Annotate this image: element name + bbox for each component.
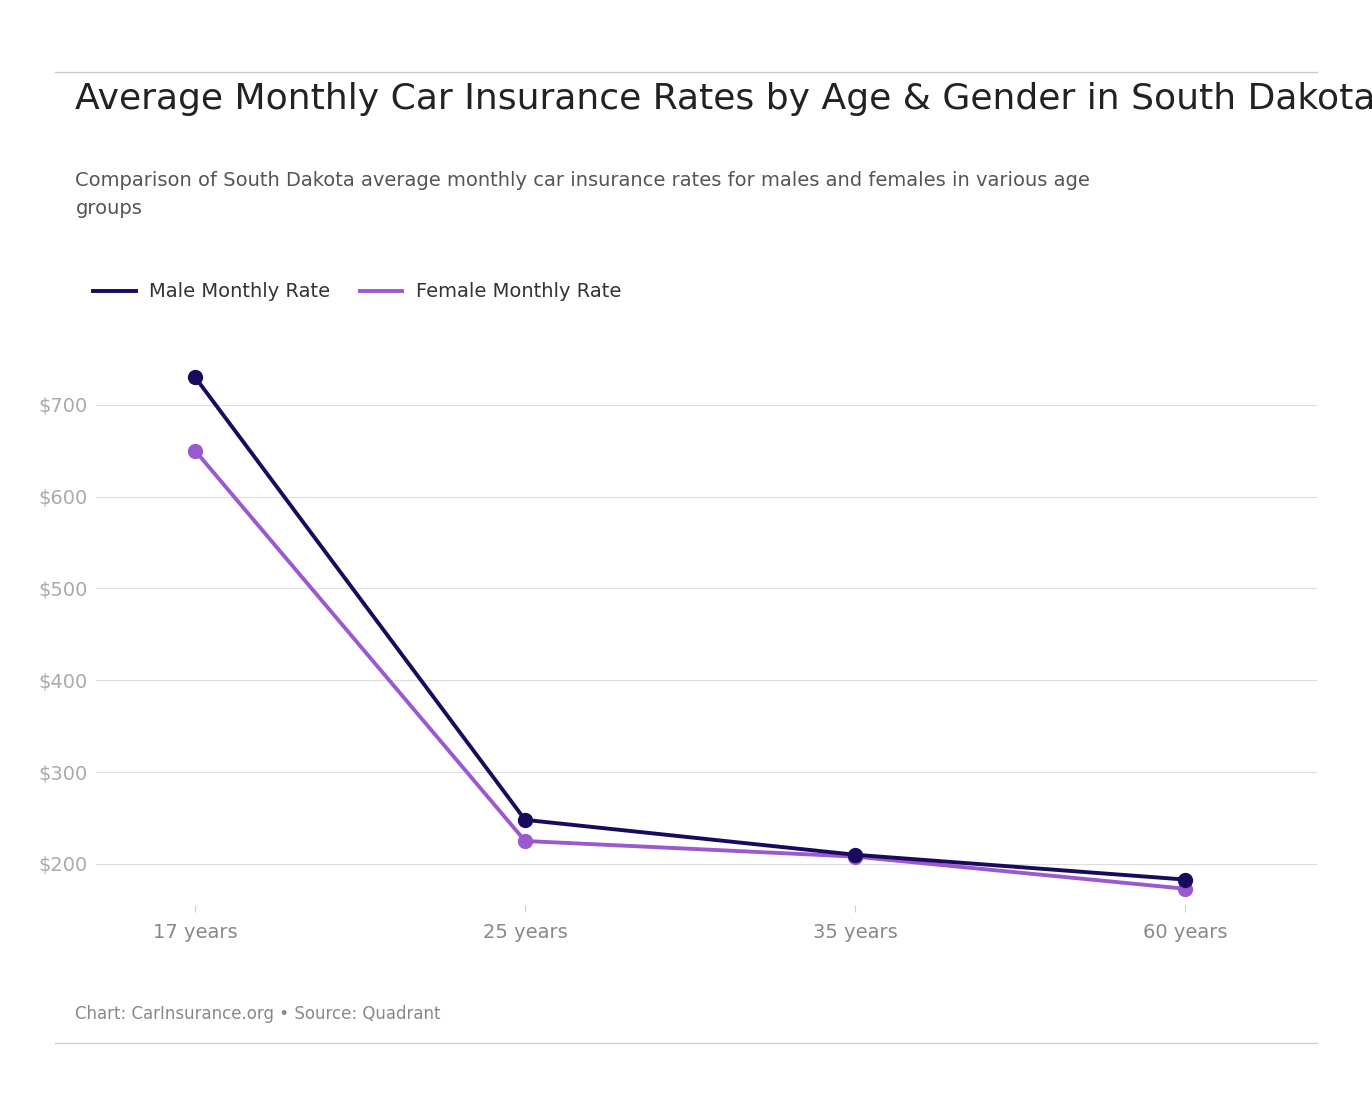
Text: Chart: CarInsurance.org • Source: Quadrant: Chart: CarInsurance.org • Source: Quadra… xyxy=(75,1005,440,1022)
Legend: Male Monthly Rate, Female Monthly Rate: Male Monthly Rate, Female Monthly Rate xyxy=(85,275,630,309)
Text: Average Monthly Car Insurance Rates by Age & Gender in South Dakota: Average Monthly Car Insurance Rates by A… xyxy=(75,82,1372,116)
Text: Comparison of South Dakota average monthly car insurance rates for males and fem: Comparison of South Dakota average month… xyxy=(75,171,1091,219)
